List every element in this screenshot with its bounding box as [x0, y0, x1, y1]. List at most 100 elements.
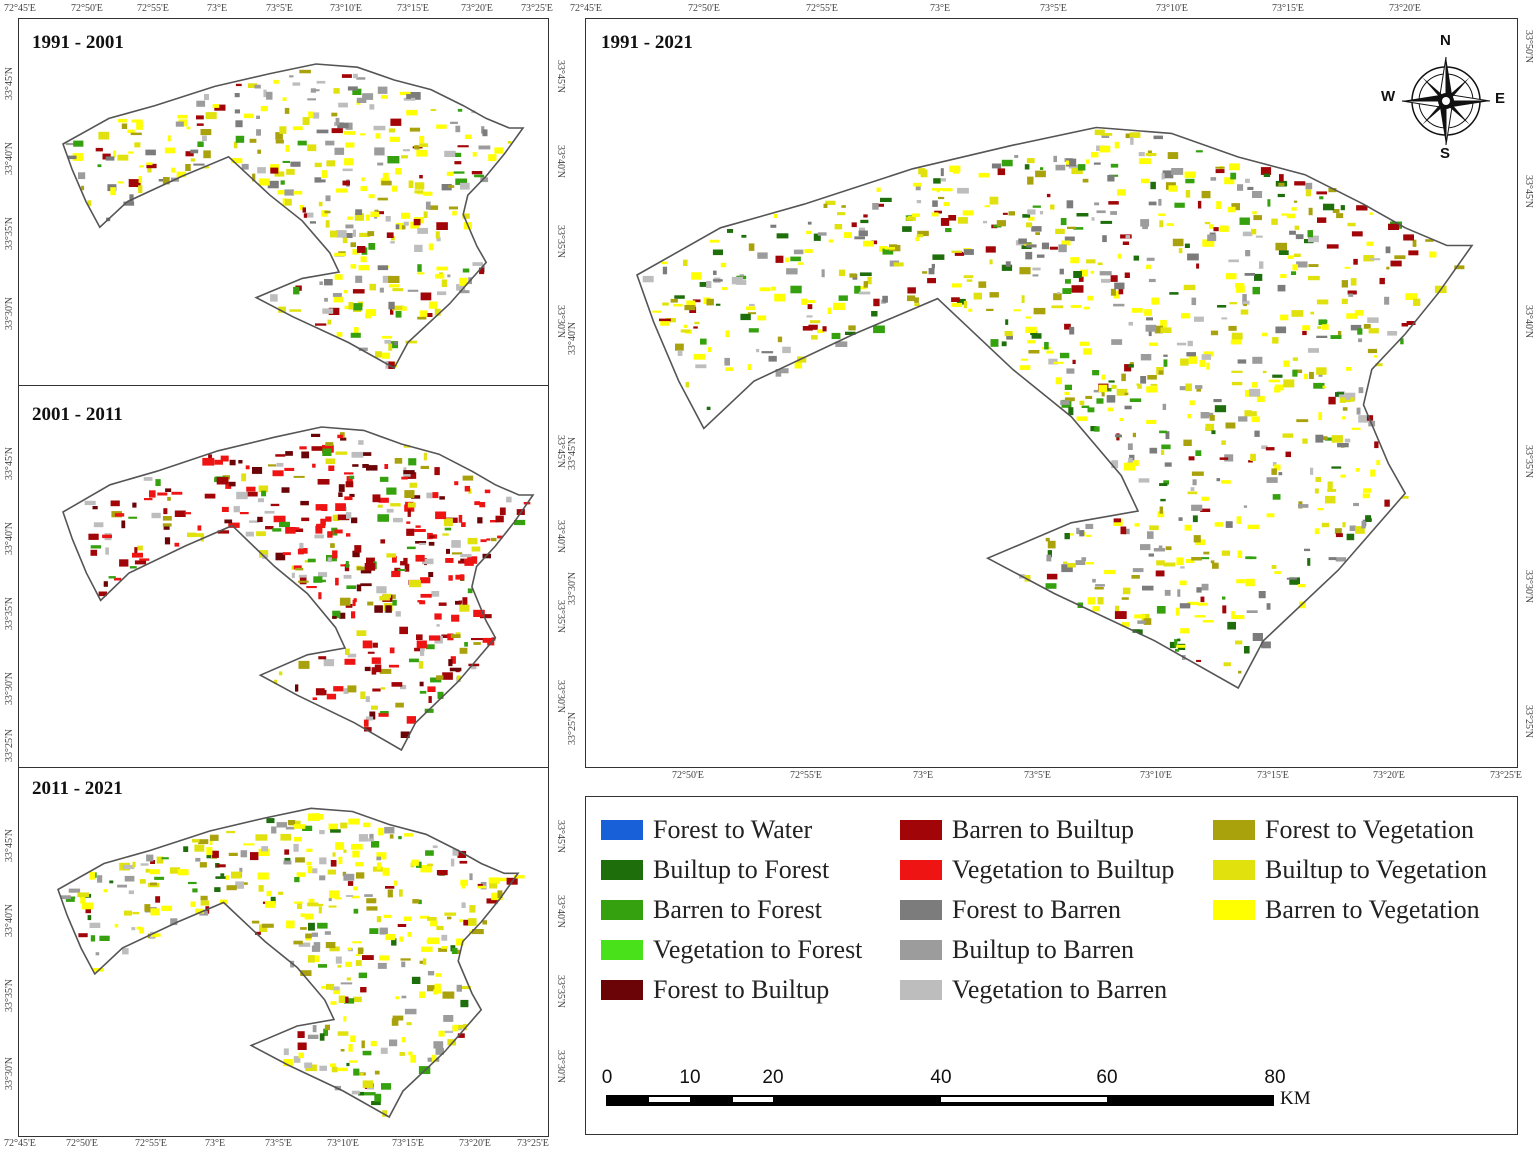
compass-west-label: W: [1381, 88, 1396, 105]
legend-item: Vegetation to Forest: [601, 935, 862, 965]
lon-label: 72°55'E: [790, 770, 822, 781]
lat-label: 33°25'N: [567, 711, 578, 745]
legend-item: Forest to Vegetation: [1213, 815, 1474, 845]
lon-label: 73°5'E: [265, 1138, 292, 1149]
map-shape: [57, 807, 525, 1119]
lat-label: 33°30'N: [555, 680, 566, 714]
legend-item: Barren to Vegetation: [1213, 895, 1480, 925]
scale-tick-label: 40: [930, 1067, 952, 1088]
lon-label: 73°10'E: [327, 1138, 359, 1149]
lon-label: 73°E: [930, 3, 951, 14]
panel-title: 2011 - 2021: [32, 778, 123, 799]
legend-label: Barren to Forest: [653, 895, 822, 924]
legend-swatch: [601, 980, 643, 1000]
legend-swatch: [900, 940, 942, 960]
lat-label: 33°30'N: [4, 1056, 15, 1090]
lat-label: 33°35'N: [1523, 445, 1534, 479]
map-shape: [636, 126, 1474, 690]
legend-label: Vegetation to Forest: [653, 935, 863, 964]
lat-label: 33°25'N: [4, 728, 15, 762]
lat-label: 33°40'N: [555, 520, 566, 554]
legend-item: Forest to Builtup: [601, 975, 829, 1005]
lon-label: 73°20'E: [461, 3, 493, 14]
lat-label: 33°40'N: [1523, 305, 1534, 339]
panel-title: 2001 - 2011: [32, 404, 123, 425]
legend-label: Forest to Vegetation: [1265, 815, 1474, 844]
legend-swatch: [1213, 900, 1255, 920]
legend-label: Vegetation to Barren: [952, 975, 1168, 1004]
lat-label: 33°40'N: [555, 145, 566, 179]
legend-swatch: [1213, 820, 1255, 840]
lat-label: 33°35'N: [4, 978, 15, 1012]
lon-label: 73°15'E: [392, 1138, 424, 1149]
change-map-1991-2001: [62, 63, 525, 370]
lon-label: 73°25'E: [517, 1138, 549, 1149]
legend-item: Vegetation to Barren: [900, 975, 1167, 1005]
legend-label: Builtup to Vegetation: [1265, 855, 1487, 884]
lon-label: 73°10'E: [1156, 3, 1188, 14]
lat-label: 33°35'N: [4, 596, 15, 630]
legend-item: Barren to Forest: [601, 895, 822, 925]
panel-title: 1991 - 2021: [601, 32, 693, 53]
lon-label: 73°5'E: [1024, 770, 1051, 781]
legend-label: Vegetation to Builtup: [952, 855, 1175, 884]
lat-label: 33°40'N: [4, 141, 15, 175]
lon-label: 72°55'E: [137, 3, 169, 14]
lon-label: 72°45'E: [4, 1138, 36, 1149]
lat-label: 33°45'N: [555, 435, 566, 469]
lon-label: 73°10'E: [330, 3, 362, 14]
legend-swatch: [1213, 860, 1255, 880]
legend-swatch: [601, 940, 643, 960]
lon-label: 73°E: [207, 3, 228, 14]
compass-south-label: S: [1440, 145, 1451, 162]
scale-tick-label: 60: [1096, 1067, 1118, 1088]
lat-label: 33°40'N: [555, 895, 566, 929]
lon-label: 73°10'E: [1140, 770, 1172, 781]
scale-bar: [606, 1095, 1274, 1106]
legend-label: Forest to Barren: [952, 895, 1121, 924]
lon-label: 72°50'E: [688, 3, 720, 14]
legend-item: Builtup to Forest: [601, 855, 829, 885]
scale-unit-label: KM: [1280, 1088, 1311, 1109]
legend-item: Forest to Water: [601, 815, 812, 845]
legend-swatch: [900, 820, 942, 840]
lon-label: 73°15'E: [1257, 770, 1289, 781]
lat-label: 33°30'N: [1523, 570, 1534, 604]
legend-swatch: [900, 860, 942, 880]
scale-tick-label: 80: [1264, 1067, 1286, 1088]
panel-title: 1991 - 2001: [32, 32, 124, 53]
lon-label: 73°15'E: [1272, 3, 1304, 14]
legend-label: Builtup to Barren: [952, 935, 1134, 964]
lat-label: 33°45'N: [555, 60, 566, 94]
change-map-2011-2021: [57, 807, 525, 1119]
lat-label: 33°45'N: [567, 436, 578, 470]
legend-swatch: [601, 820, 643, 840]
compass-east-label: E: [1495, 90, 1506, 107]
legend-item: Vegetation to Builtup: [900, 855, 1174, 885]
legend-item: Builtup to Vegetation: [1213, 855, 1487, 885]
lat-label: 33°40'N: [4, 521, 15, 555]
lat-label: 33°45'N: [4, 828, 15, 862]
lat-label: 33°25'N: [1523, 705, 1534, 739]
lat-label: 33°35'N: [4, 216, 15, 250]
legend-swatch: [900, 900, 942, 920]
lon-label: 72°45'E: [4, 3, 36, 14]
lon-label: 73°25'E: [1490, 770, 1522, 781]
legend-item: Barren to Builtup: [900, 815, 1134, 845]
lat-label: 33°45'N: [1523, 175, 1534, 209]
lat-label: 33°35'N: [555, 600, 566, 634]
legend-label: Barren to Vegetation: [1265, 895, 1480, 924]
lon-label: 73°20'E: [459, 1138, 491, 1149]
lon-label: 72°50'E: [672, 770, 704, 781]
legend-label: Builtup to Forest: [653, 855, 830, 884]
lon-label: 72°55'E: [806, 3, 838, 14]
lon-label: 73°E: [913, 770, 934, 781]
legend-item: Forest to Barren: [900, 895, 1121, 925]
change-map-2001-2011: [62, 426, 535, 752]
legend-label: Forest to Builtup: [653, 975, 830, 1004]
change-map-1991-2021: [636, 126, 1474, 690]
lon-label: 73°5'E: [1040, 3, 1067, 14]
lon-label: 73°25'E: [521, 3, 553, 14]
lat-label: 33°45'N: [555, 820, 566, 854]
lon-label: 72°50'E: [66, 1138, 98, 1149]
